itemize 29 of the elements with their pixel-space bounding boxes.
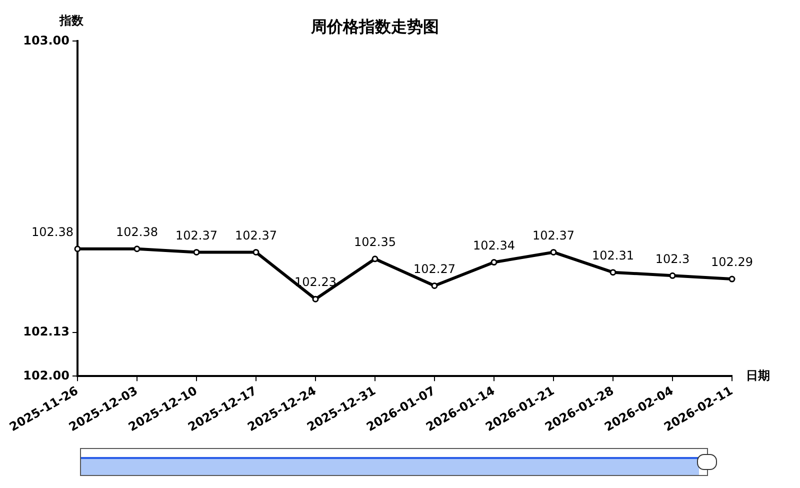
data-label: 102.27: [413, 262, 456, 276]
point: [74, 246, 81, 252]
data-label: 102.3: [655, 252, 690, 266]
point: [252, 248, 260, 256]
data-label: 102.37: [234, 228, 277, 242]
point: [372, 256, 378, 262]
point: [193, 248, 200, 256]
point: [490, 259, 498, 266]
data-label: 102.38: [116, 224, 158, 239]
data-label: 102.37: [175, 228, 218, 242]
y-axis-title: 指数: [58, 13, 84, 28]
data-label: 102.34: [472, 238, 515, 252]
point: [728, 276, 736, 282]
data-label: 102.35: [354, 235, 396, 250]
x-axis-title: 日期: [746, 368, 770, 382]
point: [431, 282, 438, 289]
chart-title: 周价格指数走势图: [310, 16, 439, 36]
point: [550, 248, 557, 256]
point: [134, 246, 140, 252]
point: [610, 269, 616, 276]
data-label: 102.31: [592, 248, 634, 262]
data-label: 102.37: [532, 228, 574, 242]
data-label: 102.38: [31, 224, 74, 239]
point: [312, 296, 319, 302]
y-tick-label: 103.00: [23, 33, 70, 48]
y-tick-label: 102.13: [23, 324, 70, 339]
y-tick-label: 102.00: [23, 368, 70, 382]
point: [669, 272, 676, 279]
data-label: 102.29: [711, 255, 753, 270]
